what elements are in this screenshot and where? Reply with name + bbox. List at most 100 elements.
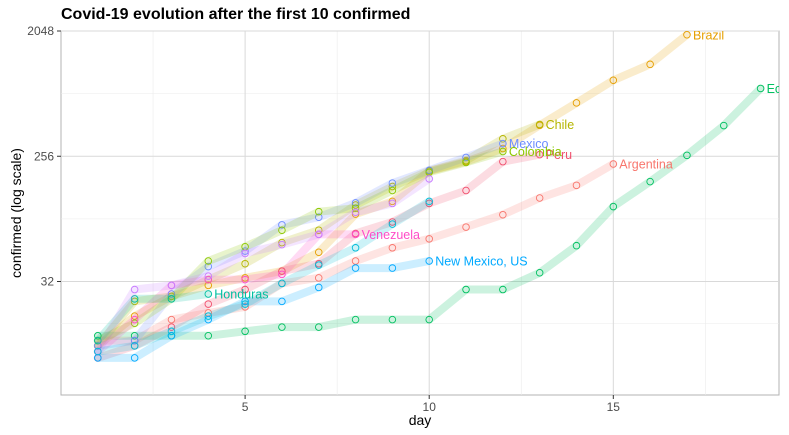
data-point — [94, 342, 102, 350]
series-end-label: Chile — [546, 118, 575, 132]
data-point — [278, 238, 286, 247]
data-point — [314, 274, 323, 282]
data-point — [278, 297, 286, 306]
data-point — [278, 279, 286, 288]
data-point — [499, 144, 507, 153]
data-point — [241, 247, 249, 255]
data-point — [683, 31, 691, 39]
data-point — [351, 201, 360, 209]
data-point — [314, 226, 323, 234]
data-point — [425, 197, 433, 206]
series-end-label: Brazil — [693, 28, 724, 42]
data-point — [351, 208, 360, 217]
data-point — [499, 210, 507, 219]
data-point — [278, 270, 286, 279]
series-line — [93, 139, 507, 350]
y-tick-label: 2048 — [27, 24, 54, 38]
data-point — [204, 290, 213, 298]
series-end-label: Honduras — [214, 288, 268, 302]
series-line — [93, 290, 213, 345]
data-point — [388, 197, 397, 206]
data-point — [278, 267, 286, 275]
data-point — [462, 156, 470, 165]
data-point — [572, 181, 581, 190]
data-point — [425, 199, 433, 208]
data-point — [204, 312, 213, 320]
data-point — [167, 315, 176, 324]
x-tick-label: 10 — [423, 400, 437, 414]
data-point — [241, 275, 249, 284]
data-point — [388, 244, 397, 252]
data-point — [167, 295, 176, 303]
data-point — [241, 249, 249, 258]
data-point — [314, 323, 323, 331]
data-point — [204, 332, 213, 340]
data-point — [130, 319, 139, 328]
series-group — [93, 84, 765, 340]
data-point — [499, 139, 507, 148]
data-point — [756, 84, 765, 93]
data-point — [462, 285, 470, 294]
data-point — [351, 230, 360, 239]
data-point — [351, 210, 360, 218]
data-point — [314, 283, 323, 292]
data-point — [204, 272, 213, 280]
x-tick-label: 5 — [242, 400, 249, 414]
data-point — [241, 327, 249, 336]
data-point — [388, 186, 397, 195]
data-point — [204, 300, 213, 308]
series-line — [93, 147, 507, 345]
data-point — [167, 292, 176, 301]
data-point — [425, 235, 433, 243]
data-point — [425, 166, 433, 174]
data-point — [388, 218, 397, 226]
data-point — [204, 281, 213, 290]
data-point — [351, 315, 360, 324]
plot-panel — [60, 30, 780, 396]
data-point — [204, 315, 213, 324]
data-point — [167, 281, 176, 290]
data-point — [388, 179, 397, 187]
data-point — [167, 290, 176, 298]
data-point — [278, 226, 286, 234]
data-point — [278, 323, 286, 331]
data-point — [388, 182, 397, 191]
data-point — [351, 204, 360, 212]
data-point — [425, 315, 433, 324]
chart-title: Covid-19 evolution after the first 10 co… — [61, 6, 411, 23]
data-point — [167, 327, 176, 336]
data-point — [462, 223, 470, 231]
data-point — [535, 194, 544, 202]
data-point — [241, 297, 249, 306]
data-point — [683, 151, 691, 160]
data-point — [130, 354, 139, 362]
series-line — [93, 30, 691, 350]
data-point — [572, 241, 581, 250]
data-point — [130, 285, 139, 294]
series-line — [93, 160, 618, 345]
data-point — [572, 99, 581, 107]
data-point — [609, 76, 618, 85]
series-group — [93, 139, 507, 350]
data-point — [499, 147, 507, 156]
data-point — [499, 135, 507, 143]
axis-layer: 5 10 15 32 256 2048 — [27, 24, 620, 414]
data-point — [314, 261, 323, 269]
data-point — [499, 285, 507, 294]
data-point — [535, 120, 544, 129]
data-point — [241, 300, 249, 308]
data-point — [646, 60, 654, 69]
data-point — [314, 230, 323, 239]
data-point — [204, 275, 213, 284]
series-layer — [93, 30, 765, 362]
data-point — [241, 303, 249, 311]
data-point — [646, 177, 654, 186]
series-line — [93, 84, 765, 340]
data-point — [204, 262, 213, 271]
data-point — [388, 220, 397, 228]
series-end-label: Venezuela — [362, 228, 420, 242]
data-point — [130, 312, 139, 320]
series-end-label: New Mexico, US — [435, 254, 527, 268]
